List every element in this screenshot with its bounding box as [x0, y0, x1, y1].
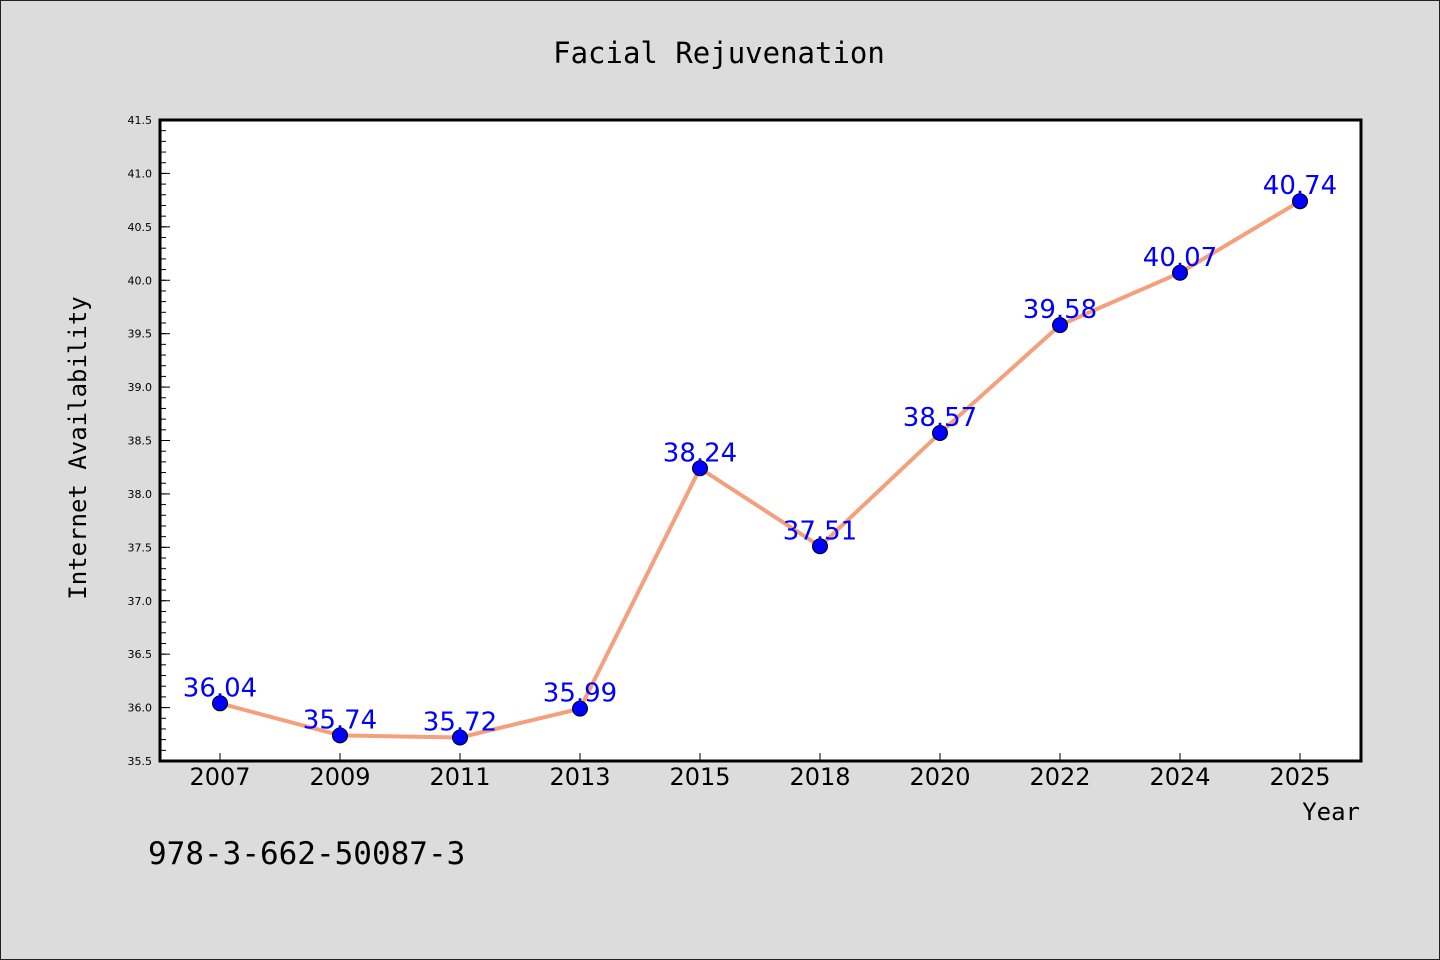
data-label: 38.57 — [903, 403, 977, 433]
x-tick-label: 2011 — [429, 763, 490, 791]
data-label: 35.74 — [303, 705, 377, 735]
data-point — [812, 538, 828, 555]
y-tick-label: 39.5 — [128, 328, 153, 341]
y-tick-label: 41.5 — [128, 114, 153, 127]
data-point — [452, 729, 468, 746]
series-layer: 36.04 35.74 35.72 35.99 38.24 37.51 38.57 39.58… — [183, 171, 1337, 746]
y-tick-label: 35.5 — [128, 755, 153, 768]
data-label: 39.58 — [1023, 295, 1097, 325]
y-tick-label: 40.0 — [128, 274, 153, 287]
plot-area — [158, 118, 1363, 763]
x-tick-label: 2007 — [189, 763, 250, 791]
data-label: 40.74 — [1263, 171, 1337, 201]
y-axis-label: Internet Availability — [64, 296, 92, 599]
data-label: 40.07 — [1143, 243, 1217, 273]
x-tick-label: 2022 — [1029, 763, 1090, 791]
y-tick-label: 37.5 — [128, 541, 153, 554]
y-tick-label: 38.5 — [128, 435, 153, 448]
x-axis-label: Year — [1302, 798, 1360, 826]
isbn-annotation: 978-3-662-50087-3 — [148, 836, 465, 872]
y-tick-label: 37.0 — [128, 595, 153, 608]
y-tick-label: 36.0 — [128, 702, 153, 715]
data-label: 36.04 — [183, 673, 257, 703]
data-point — [332, 727, 348, 744]
x-tick-label: 2009 — [309, 763, 370, 791]
x-tick-label: 2015 — [669, 763, 730, 791]
data-label: 37.51 — [783, 516, 857, 546]
y-axis: 35.5 36.0 36.5 37.0 37.5 38.0 38.5 39.0 39.5 40.0… — [128, 114, 170, 768]
data-point — [932, 425, 948, 442]
x-tick-label: 2018 — [789, 763, 850, 791]
data-point — [572, 700, 588, 717]
y-tick-label: 39.0 — [128, 381, 153, 394]
x-tick-label: 2024 — [1149, 763, 1210, 791]
y-tick-label: 40.5 — [128, 221, 153, 234]
data-label: 35.72 — [423, 707, 497, 737]
data-point — [692, 460, 708, 477]
series-line — [219, 199, 1302, 740]
x-axis: 2007 2009 2011 2013 2015 2018 2020 2022 2024 2025 — [189, 753, 1331, 791]
y-tick-label: 36.5 — [128, 648, 153, 661]
chart-title: Facial Rejuvenation — [553, 36, 885, 70]
y-tick-label: 38.0 — [128, 488, 153, 501]
data-point — [1292, 193, 1308, 210]
data-point — [212, 695, 228, 712]
data-point — [1052, 317, 1068, 334]
data-label: 38.24 — [663, 438, 737, 468]
data-label: 35.99 — [543, 679, 617, 709]
y-tick-label: 41.0 — [128, 167, 153, 180]
x-tick-label: 2025 — [1269, 763, 1330, 791]
x-tick-label: 2020 — [909, 763, 970, 791]
x-tick-label: 2013 — [549, 763, 610, 791]
data-point — [1172, 264, 1188, 281]
